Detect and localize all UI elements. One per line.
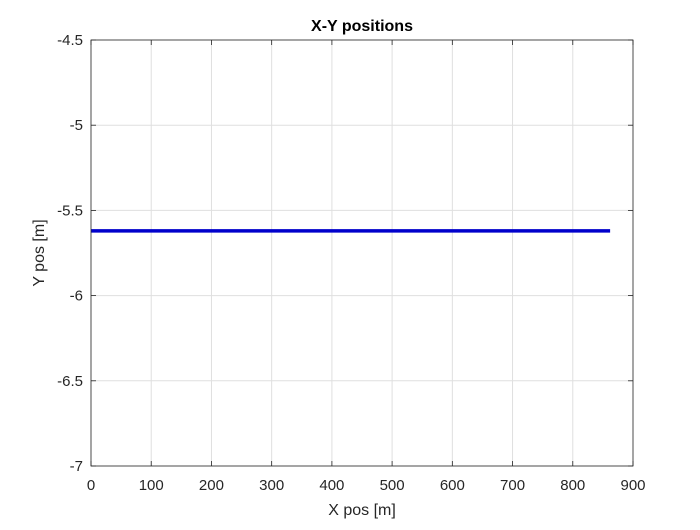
x-tick-label: 800 — [560, 477, 585, 494]
x-tick-label: 900 — [620, 477, 645, 494]
x-tick-label: 200 — [199, 477, 224, 494]
x-tick-label: 300 — [259, 477, 284, 494]
y-axis-label: Y pos [m] — [31, 219, 48, 286]
plot-area — [91, 40, 633, 466]
x-tick-label: 400 — [319, 477, 344, 494]
x-tick-label: 500 — [380, 477, 405, 494]
y-tick-label: -5 — [70, 117, 83, 134]
y-tick-label: -4.5 — [57, 32, 83, 49]
axes-box — [90, 39, 634, 467]
x-tick-label: 0 — [87, 477, 95, 494]
x-axis-label: X pos [m] — [328, 502, 396, 519]
x-tick-label: 600 — [440, 477, 465, 494]
x-ticks: 0 100 200 300 400 500 600 700 800 900 — [87, 40, 646, 494]
y-tick-label: -5.5 — [57, 202, 83, 219]
y-ticks: -4.5 -5 -5.5 -6 -6.5 -7 — [57, 32, 633, 475]
chart-title: X-Y positions — [311, 18, 413, 35]
x-tick-label: 700 — [500, 477, 525, 494]
y-tick-label: -6 — [70, 288, 83, 305]
x-tick-label: 100 — [139, 477, 164, 494]
y-tick-label: -6.5 — [57, 373, 83, 390]
y-tick-label: -7 — [70, 458, 83, 475]
